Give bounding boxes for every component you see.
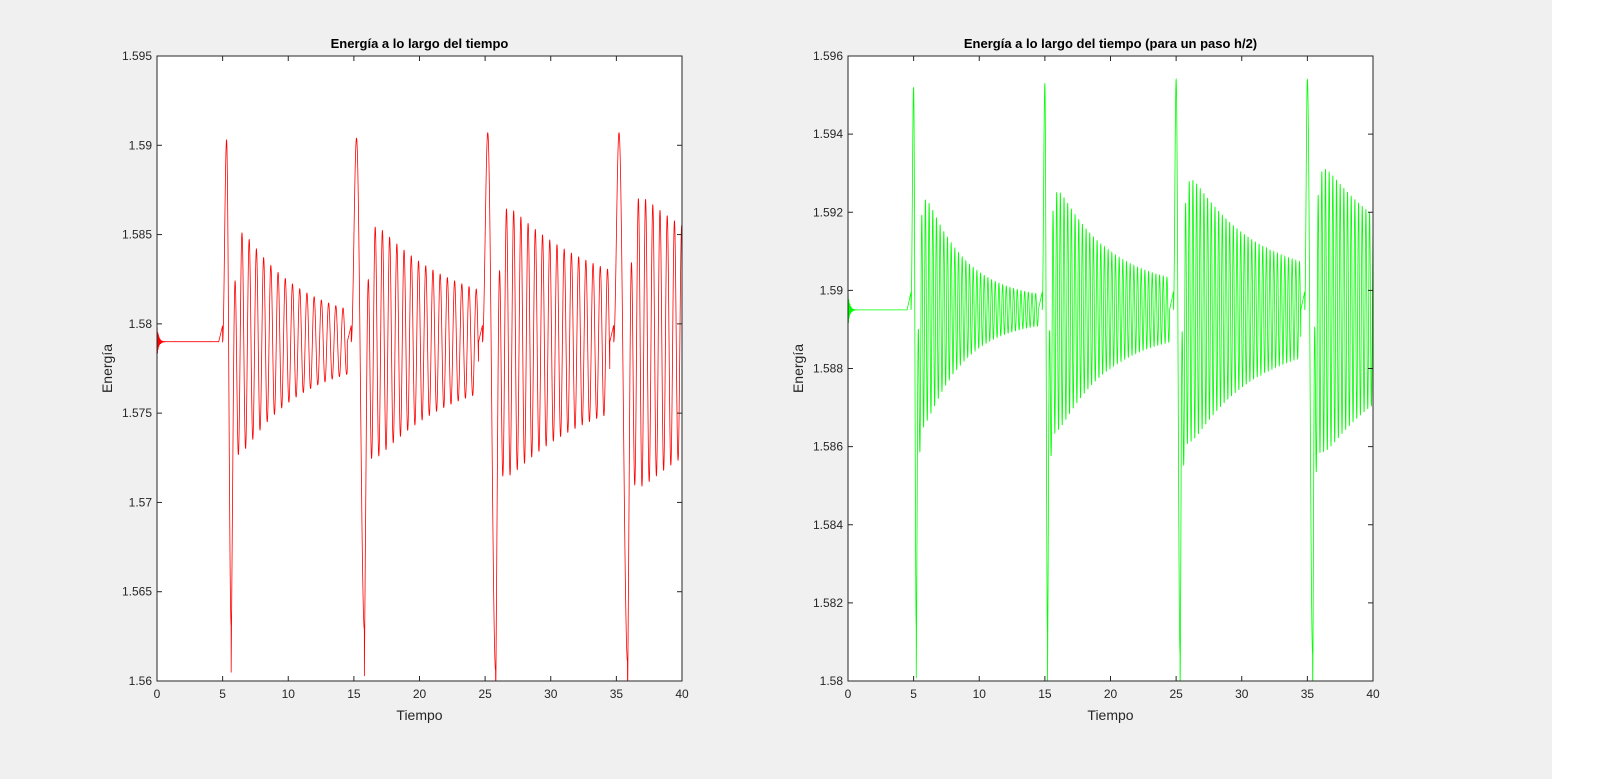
x-tick-label: 10 [973,687,987,701]
y-axis-label: Energía [99,344,115,393]
x-tick-label: 40 [675,687,689,701]
x-tick-label: 15 [347,687,361,701]
y-tick-label: 1.58 [820,674,844,688]
y-tick-label: 1.58 [129,317,153,331]
x-tick-label: 20 [1104,687,1118,701]
x-tick-label: 5 [910,687,917,701]
y-tick-label: 1.586 [813,440,843,454]
series-line-1 [847,77,1374,682]
x-tick-label: 35 [610,687,624,701]
x-tick-label: 5 [219,687,226,701]
y-tick-label: 1.59 [820,283,844,297]
y-tick-label: 1.594 [813,127,843,141]
y-tick-label: 1.588 [813,362,843,376]
x-axis-label: Tiempo [1087,707,1133,723]
y-tick-label: 1.592 [813,205,843,219]
y-tick-label: 1.582 [813,596,843,610]
x-tick-label: 35 [1301,687,1315,701]
x-tick-label: 40 [1366,687,1380,701]
y-tick-label: 1.595 [122,49,152,63]
y-tick-label: 1.596 [813,49,843,63]
x-axis-label: Tiempo [396,707,442,723]
x-tick-label: 10 [282,687,296,701]
y-tick-label: 1.57 [129,495,153,509]
x-tick-label: 0 [154,687,161,701]
y-tick-label: 1.59 [129,138,153,152]
series-line-1 [156,132,683,682]
x-tick-label: 30 [1235,687,1249,701]
x-tick-label: 25 [1169,687,1183,701]
x-tick-label: 0 [845,687,852,701]
figure-canvas: 0 5 10 15 20 25 30 35 40 1.56 1.565 1.57 1.575 1.58 1.… [99,36,1380,723]
x-tick-label: 25 [478,687,492,701]
y-tick-label: 1.584 [813,518,843,532]
y-axis-label: Energía [790,344,806,393]
x-tick-label: 20 [413,687,427,701]
y-tick-label: 1.575 [122,406,152,420]
x-tick-label: 30 [544,687,558,701]
y-tick-label: 1.56 [129,674,153,688]
chart-title: Energía a lo largo del tiempo [331,36,509,51]
y-tick-label: 1.565 [122,585,152,599]
plot-area [157,56,682,681]
chart-title: Energía a lo largo del tiempo (para un p… [964,36,1257,51]
chart-2: 0 5 10 15 20 25 30 35 40 1.58 1.582 1.584 1.586 1.588… [790,36,1380,723]
y-tick-label: 1.585 [122,228,152,242]
chart-1: 0 5 10 15 20 25 30 35 40 1.56 1.565 1.57 1.575 1.58 1.… [99,36,689,723]
x-tick-label: 15 [1038,687,1052,701]
figure-window: 0 5 10 15 20 25 30 35 40 1.56 1.565 1.57 1.575 1.58 1.… [0,0,1552,779]
